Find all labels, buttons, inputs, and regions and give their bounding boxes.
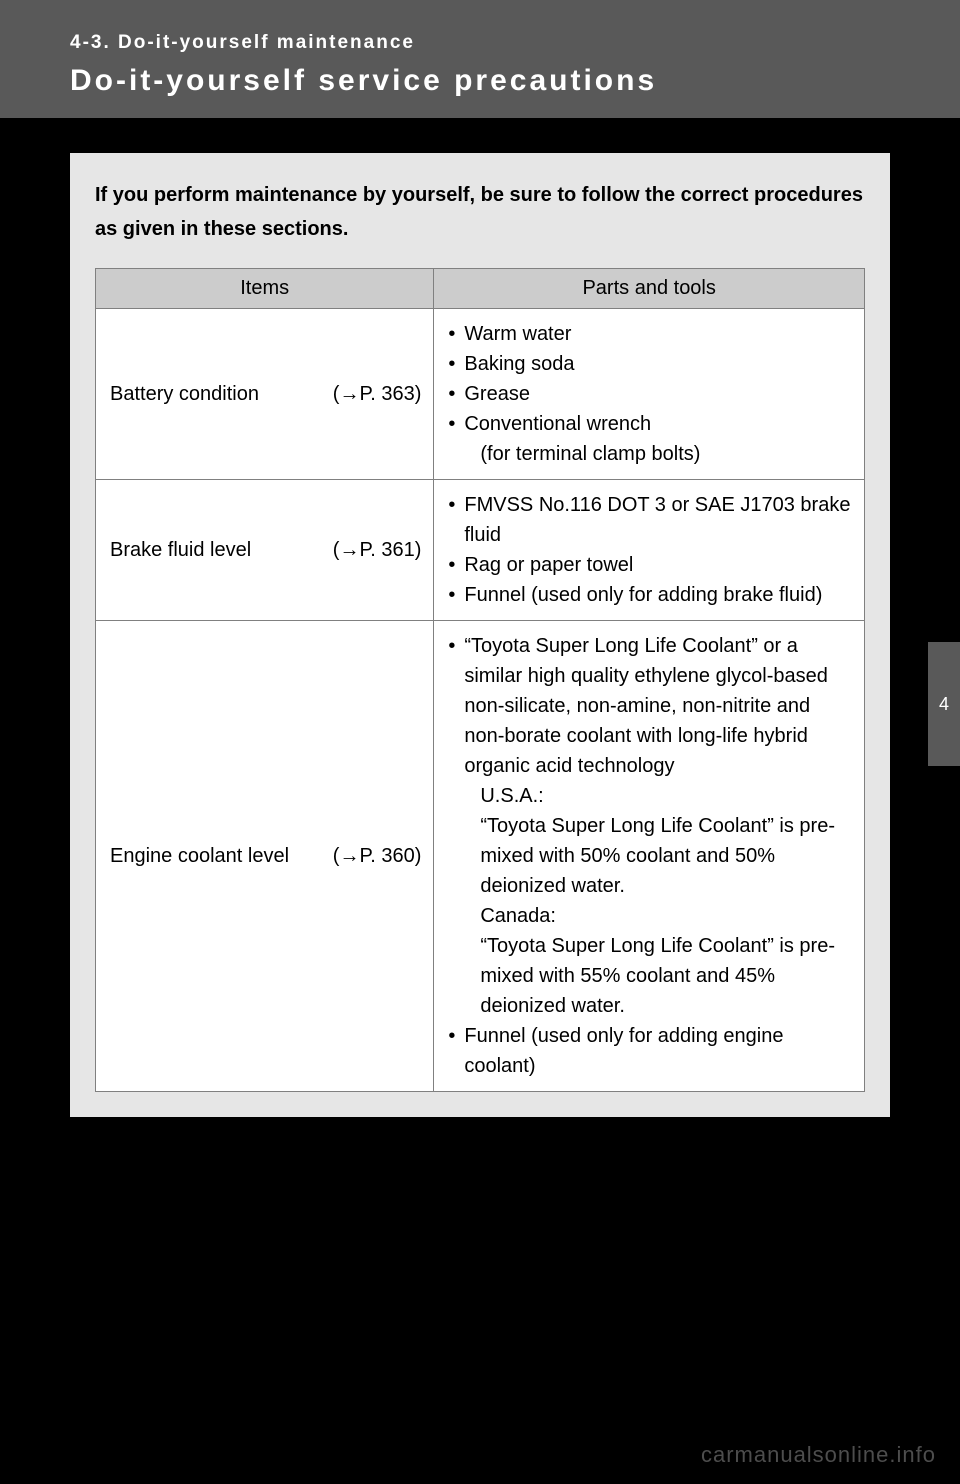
- tool-extra: U.S.A.:: [464, 781, 852, 811]
- tool-text: Conventional wrench: [464, 413, 651, 435]
- table-row: Engine coolant level (→P. 360) “Toyota S…: [96, 621, 865, 1092]
- tool-text: Baking soda: [464, 353, 574, 375]
- item-cell: Engine coolant level (→P. 360): [96, 621, 434, 1092]
- item-name: Brake fluid level: [110, 535, 251, 565]
- pageref-page: P. 360): [359, 845, 421, 867]
- tool-item: Grease: [448, 379, 852, 409]
- tools-cell: “Toyota Super Long Life Coolant” or a si…: [434, 621, 865, 1092]
- tool-subtext: (for terminal clamp bolts): [464, 439, 852, 469]
- tool-extra: “Toyota Super Long Life Coolant” is pre-…: [464, 931, 852, 1021]
- tools-cell: Warm water Baking soda Grease Convention…: [434, 309, 865, 480]
- table-row: Battery condition (→P. 363) Warm water B…: [96, 309, 865, 480]
- tool-text: “Toyota Super Long Life Coolant” or a si…: [464, 635, 828, 777]
- item-cell: Brake fluid level (→P. 361): [96, 480, 434, 621]
- item-cell: Battery condition (→P. 363): [96, 309, 434, 480]
- tool-text: Warm water: [464, 323, 571, 345]
- arrow-icon: →: [339, 845, 359, 867]
- page-reference: (→P. 360): [333, 841, 422, 871]
- tools-cell: FMVSS No.116 DOT 3 or SAE J1703 brake fl…: [434, 480, 865, 621]
- tool-text: Funnel (used only for adding brake fluid…: [464, 584, 822, 606]
- page-title: Do-it-yourself service precautions: [70, 64, 920, 98]
- tool-text: Funnel (used only for adding engine cool…: [464, 1025, 783, 1077]
- tool-item: Baking soda: [448, 349, 852, 379]
- intro-text: If you perform maintenance by yourself, …: [95, 178, 865, 246]
- item-name: Engine coolant level: [110, 841, 289, 871]
- tool-text: Rag or paper towel: [464, 554, 633, 576]
- page-reference: (→P. 363): [333, 379, 422, 409]
- tool-item: Warm water: [448, 319, 852, 349]
- tool-item: Rag or paper towel: [448, 550, 852, 580]
- section-label: 4-3. Do-it-yourself maintenance: [70, 32, 920, 54]
- col-header-items: Items: [96, 269, 434, 309]
- watermark: carmanualsonline.info: [701, 1442, 936, 1468]
- tool-item: FMVSS No.116 DOT 3 or SAE J1703 brake fl…: [448, 490, 852, 550]
- tool-extra: “Toyota Super Long Life Coolant” is pre-…: [464, 811, 852, 901]
- side-tab-chapter: 4: [928, 642, 960, 766]
- tool-text: Grease: [464, 383, 530, 405]
- tool-item: Funnel (used only for adding brake fluid…: [448, 580, 852, 610]
- item-name: Battery condition: [110, 379, 259, 409]
- pageref-page: P. 361): [359, 539, 421, 561]
- maintenance-table: Items Parts and tools Battery condition …: [95, 268, 865, 1092]
- arrow-icon: →: [339, 383, 359, 405]
- tool-extra: Canada:: [464, 901, 852, 931]
- arrow-icon: →: [339, 539, 359, 561]
- table-header-row: Items Parts and tools: [96, 269, 865, 309]
- col-header-tools: Parts and tools: [434, 269, 865, 309]
- tool-item: Conventional wrench (for terminal clamp …: [448, 409, 852, 469]
- content-panel: If you perform maintenance by yourself, …: [70, 153, 890, 1117]
- pageref-page: P. 363): [359, 383, 421, 405]
- tool-text: FMVSS No.116 DOT 3 or SAE J1703 brake fl…: [464, 494, 850, 546]
- tool-item: “Toyota Super Long Life Coolant” or a si…: [448, 631, 852, 1021]
- tool-item: Funnel (used only for adding engine cool…: [448, 1021, 852, 1081]
- page-reference: (→P. 361): [333, 535, 422, 565]
- table-row: Brake fluid level (→P. 361) FMVSS No.116…: [96, 480, 865, 621]
- header-band: 4-3. Do-it-yourself maintenance Do-it-yo…: [0, 0, 960, 118]
